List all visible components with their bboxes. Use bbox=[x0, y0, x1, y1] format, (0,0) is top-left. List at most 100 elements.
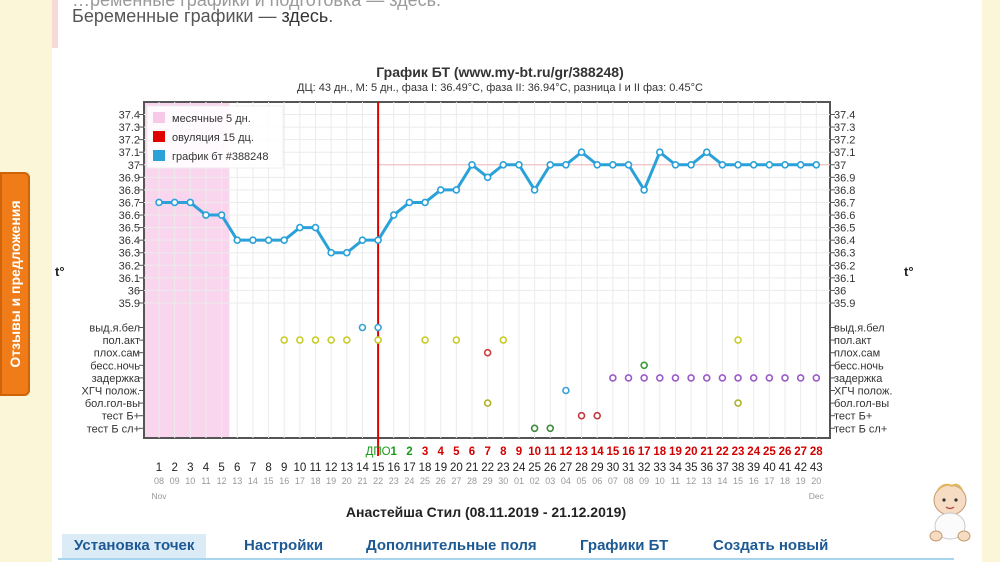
cycle-day-label: 11 bbox=[310, 462, 322, 474]
y-tick-label-right: 37.2 bbox=[834, 135, 855, 147]
symptom-marker bbox=[687, 374, 695, 382]
temperature-point bbox=[812, 160, 821, 169]
cycle-day-label: 12 bbox=[325, 462, 338, 474]
cycle-day-label: 4 bbox=[203, 462, 210, 474]
dpo-day-label: 4 bbox=[437, 446, 444, 458]
dpo-day-label: 16 bbox=[622, 446, 635, 458]
date-label: 09 bbox=[639, 476, 649, 486]
nav-extra-fields[interactable]: Дополнительные поля bbox=[366, 537, 537, 554]
dpo-day-label: 1 bbox=[391, 446, 398, 458]
cycle-day-label: 29 bbox=[591, 462, 604, 474]
cycle-day-label: 16 bbox=[387, 462, 400, 474]
dpo-day-label: 23 bbox=[732, 446, 745, 458]
cycle-day-label: 2 bbox=[171, 462, 177, 474]
y-tick-label-left: 36.2 bbox=[119, 260, 140, 272]
temperature-point bbox=[640, 186, 648, 194]
date-label: 16 bbox=[279, 476, 289, 486]
symptom-label-left: выд.я.бел bbox=[89, 323, 140, 335]
symptom-marker bbox=[358, 323, 367, 332]
y-tick-label-right: 36.6 bbox=[834, 210, 855, 222]
cycle-day-label: 28 bbox=[575, 462, 588, 474]
cycle-day-label: 17 bbox=[403, 462, 416, 474]
symptom-label-right: тест Б сл+ bbox=[834, 423, 887, 435]
symptom-marker bbox=[546, 424, 555, 433]
symptom-label-left: пол.акт bbox=[103, 335, 140, 347]
legend-swatch bbox=[153, 150, 165, 161]
y-tick-label-right: 36.4 bbox=[834, 235, 855, 247]
symptom-marker bbox=[483, 399, 492, 407]
temperature-point bbox=[264, 236, 273, 244]
temperature-point bbox=[577, 148, 586, 156]
symptom-label-right: бесс.ночь bbox=[834, 360, 884, 372]
baby-mascot-icon bbox=[929, 483, 971, 542]
date-label: 15 bbox=[733, 476, 743, 486]
dpo-day-label: 12 bbox=[560, 446, 573, 458]
date-label: 19 bbox=[326, 476, 336, 486]
temperature-point bbox=[436, 186, 445, 194]
cycle-day-label: 10 bbox=[293, 462, 306, 474]
y-tick-label-left: 37 bbox=[128, 160, 140, 172]
temperature-point bbox=[405, 198, 414, 207]
dpo-day-label: 6 bbox=[469, 446, 475, 458]
symptom-marker bbox=[593, 411, 602, 420]
symptom-marker bbox=[499, 336, 508, 344]
symptom-label-right: плох.сам bbox=[834, 348, 880, 360]
feedback-tab[interactable]: Отзывы и предложения bbox=[0, 172, 30, 396]
cycle-day-label: 15 bbox=[372, 462, 385, 474]
dpo-day-label: 5 bbox=[453, 446, 460, 458]
temperature-point bbox=[687, 160, 695, 169]
cycle-day-label: 22 bbox=[481, 462, 494, 474]
temperature-point bbox=[170, 198, 179, 207]
date-label: 23 bbox=[389, 476, 399, 486]
symptom-label-right: тест Б+ bbox=[834, 411, 872, 423]
cycle-day-label: 18 bbox=[419, 462, 432, 474]
symptom-marker bbox=[311, 336, 320, 344]
dpo-day-label: 11 bbox=[544, 446, 557, 458]
date-label: 18 bbox=[310, 476, 320, 486]
date-label: 12 bbox=[686, 476, 696, 486]
cycle-day-label: 38 bbox=[732, 462, 745, 474]
temperature-point bbox=[515, 160, 523, 169]
nav-settings[interactable]: Настройки bbox=[244, 537, 324, 554]
symptom-marker bbox=[781, 374, 789, 382]
dpo-day-label: 20 bbox=[685, 446, 698, 458]
y-tick-label-right: 37.3 bbox=[834, 122, 855, 134]
date-label: 30 bbox=[498, 476, 508, 486]
pregnancy-charts-link[interactable]: здесь bbox=[281, 6, 329, 26]
legend-swatch bbox=[153, 131, 165, 142]
dpo-day-label: 21 bbox=[700, 446, 713, 458]
intro-text-prefix: Беременные графики — bbox=[72, 6, 282, 26]
y-tick-label-left: 36.8 bbox=[119, 185, 140, 197]
cycle-day-label: 31 bbox=[622, 462, 635, 474]
date-label: 02 bbox=[530, 476, 540, 486]
y-tick-label-left: 37.4 bbox=[119, 110, 140, 122]
cycle-day-label: 34 bbox=[669, 462, 682, 474]
temperature-point bbox=[233, 236, 242, 244]
date-label: 20 bbox=[342, 476, 352, 486]
temperature-point bbox=[749, 160, 758, 169]
nav-set-points[interactable]: Установка точек bbox=[62, 534, 207, 558]
y-tick-label-left: 36.9 bbox=[119, 172, 140, 184]
cycle-day-label: 36 bbox=[700, 462, 713, 474]
y-tick-label-right: 36.7 bbox=[834, 197, 855, 209]
cycle-day-label: 9 bbox=[281, 462, 287, 474]
symptom-label-right: задержка bbox=[834, 373, 883, 385]
y-tick-label-right: 36 bbox=[834, 285, 846, 297]
symptom-marker bbox=[562, 386, 570, 395]
dpo-day-label: 14 bbox=[591, 446, 604, 458]
date-label: 24 bbox=[404, 476, 414, 486]
cycle-day-label: 32 bbox=[638, 462, 651, 474]
nav-create-new[interactable]: Создать новый bbox=[713, 537, 829, 554]
nav-bbt-charts[interactable]: Графики БТ bbox=[580, 537, 669, 554]
temperature-point bbox=[562, 160, 570, 169]
cycle-day-label: 25 bbox=[528, 462, 541, 474]
temperature-point bbox=[702, 148, 711, 156]
dpo-day-label: 15 bbox=[606, 446, 619, 458]
temperature-point bbox=[342, 248, 351, 257]
cycle-day-label: 3 bbox=[187, 462, 193, 474]
symptom-label-left: бесс.ночь bbox=[90, 360, 140, 372]
date-label: 08 bbox=[154, 476, 164, 486]
temperature-point bbox=[781, 160, 789, 169]
y-tick-label-right: 37.4 bbox=[834, 110, 855, 122]
symptom-marker bbox=[734, 374, 742, 382]
